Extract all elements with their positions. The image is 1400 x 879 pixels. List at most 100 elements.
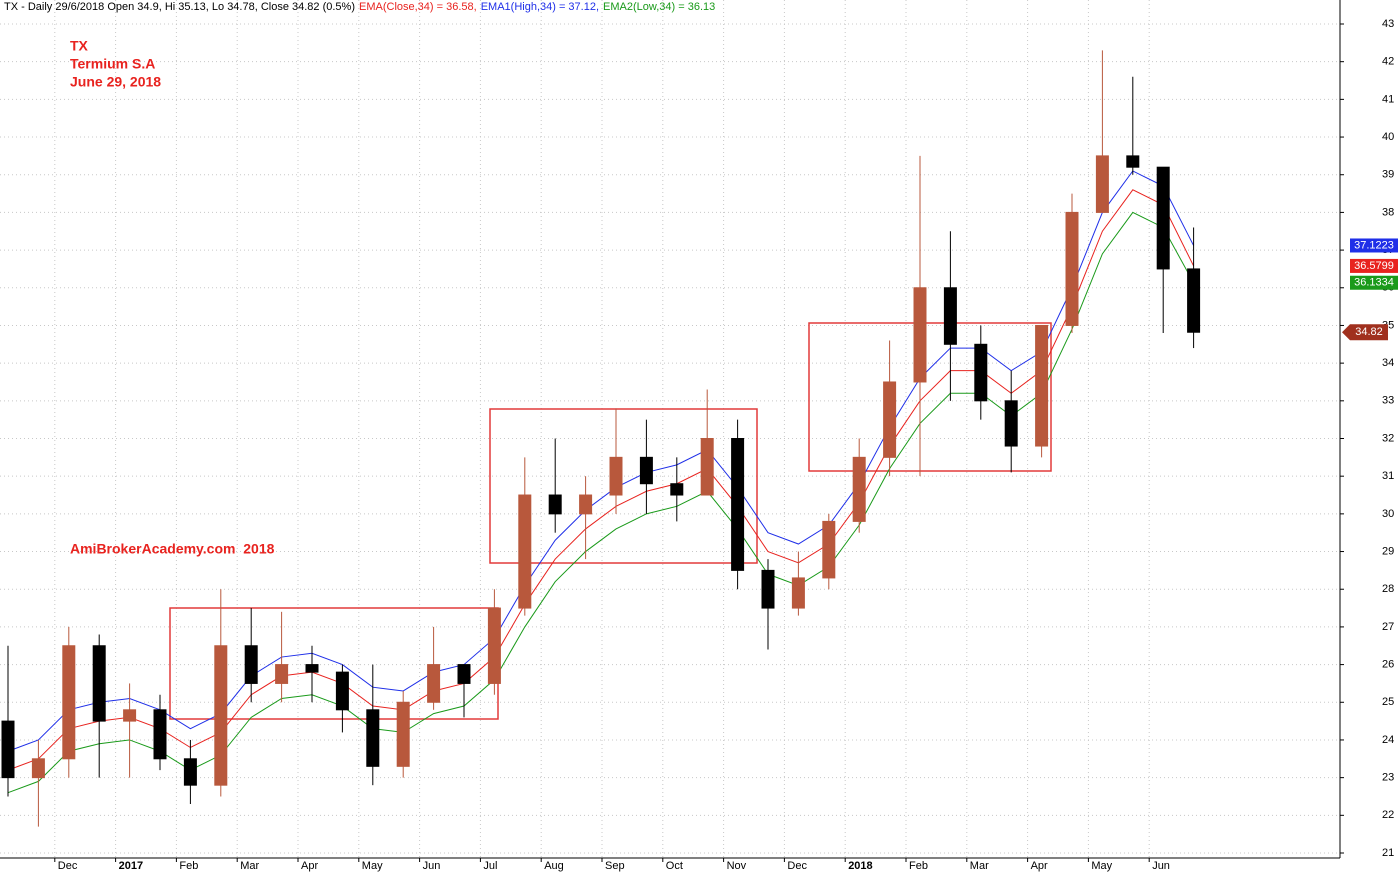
candle-body [518,494,532,609]
x-tick-label: Sep [605,860,625,872]
y-tick-label: 27 [1382,621,1394,633]
y-tick-label: 31 [1382,470,1394,482]
candle-body [1065,211,1079,326]
x-tick-label: Feb [179,860,198,872]
candle-body [548,494,562,515]
x-tick-label: May [362,860,383,872]
x-tick-label: Nov [727,860,747,872]
candle-body [275,664,289,684]
candle-body [700,438,714,496]
y-tick-label: 33 [1382,395,1394,407]
candle-body [639,456,653,485]
x-tick-label: 2018 [848,860,872,872]
candle-body [335,671,349,711]
header-part: TX - Daily 29/6/2018 Open 34.9, Hi 35.13… [4,1,355,13]
candle-body [1126,155,1140,168]
candle-body [822,520,836,579]
candle-body [1095,155,1109,213]
candle-body [123,709,137,722]
candle-body [457,664,471,684]
candle-body [427,664,441,703]
candle-body [487,607,501,684]
x-tick-label: Jun [423,860,441,872]
candle-body [1,720,15,779]
candle-body [214,645,228,786]
y-tick-label: 23 [1382,772,1394,784]
x-tick-label: Apr [1031,860,1048,872]
annotation: Termium S.A [70,56,155,72]
candle-body [791,577,805,609]
candle-body [153,709,167,760]
x-tick-label: Oct [666,860,683,872]
x-tick-label: Apr [301,860,318,872]
candle-body [761,569,775,609]
y-tick-label: 42 [1382,56,1394,68]
range-box [808,322,1052,472]
candle-body [1156,166,1170,270]
candle-body [92,645,106,722]
annotation: June 29, 2018 [70,74,161,90]
candle-body [579,494,593,515]
annotation: TX [70,38,89,54]
candle-body [913,287,927,383]
y-tick-label: 38 [1382,206,1394,218]
x-tick-label: Jun [1152,860,1170,872]
candle-body [1004,400,1018,447]
last-value-box [1350,258,1398,273]
candle-body [609,456,623,496]
candle-body [731,438,745,571]
y-tick-label: 32 [1382,432,1394,444]
header-part: EMA(Close,34) = 36.58, [359,1,477,13]
candle-body [883,381,897,458]
last-value-label: 37.1223 [1354,239,1394,251]
y-tick-label: 26 [1382,658,1394,670]
y-tick-label: 40 [1382,131,1394,143]
y-tick-label: 43 [1382,18,1394,30]
x-tick-label: Dec [787,860,807,872]
header-part: EMA1(High,34) = 37.12, [481,1,599,13]
candle-body [244,645,258,684]
y-tick-label: 29 [1382,545,1394,557]
last-value-box [1342,324,1388,341]
last-value-box [1350,275,1398,290]
y-tick-label: 30 [1382,508,1394,520]
candle-body [305,664,319,673]
candle-body [974,343,988,402]
x-tick-label: Jul [483,860,497,872]
y-tick-label: 25 [1382,696,1394,708]
last-value-label: 34.82 [1355,326,1383,338]
candle-body [670,483,684,496]
last-value-label: 36.1334 [1354,277,1394,289]
ema-line [7,211,1195,794]
y-tick-label: 21 [1382,847,1394,859]
ema-line [7,189,1195,771]
y-tick-label: 28 [1382,583,1394,595]
candle-body [943,287,957,345]
ema-line [7,170,1195,752]
candle-body [1187,268,1201,333]
x-tick-label: Aug [544,860,564,872]
candle-body [31,758,45,779]
watermark: AmiBrokerAcademy.com 2018 [70,541,275,557]
last-value-box [1350,238,1398,253]
x-tick-label: Feb [909,860,928,872]
y-tick-label: 34 [1382,357,1394,369]
candle-body [366,709,380,767]
candle-body [183,758,197,786]
header-part: EMA2(Low,34) = 36.13 [603,1,715,13]
y-tick-label: 41 [1382,93,1394,105]
range-box [489,408,758,564]
candle-body [396,701,410,767]
candle-body [1035,324,1049,447]
y-tick-label: 39 [1382,169,1394,181]
candle-body [62,645,76,760]
x-tick-label: May [1091,860,1112,872]
x-tick-label: Dec [58,860,78,872]
y-tick-label: 22 [1382,809,1394,821]
x-tick-label: Mar [240,860,259,872]
header: TX - Daily 29/6/2018 Open 34.9, Hi 35.13… [4,1,715,13]
x-tick-label: 2017 [119,860,143,872]
last-value-label: 36.5799 [1354,260,1394,272]
